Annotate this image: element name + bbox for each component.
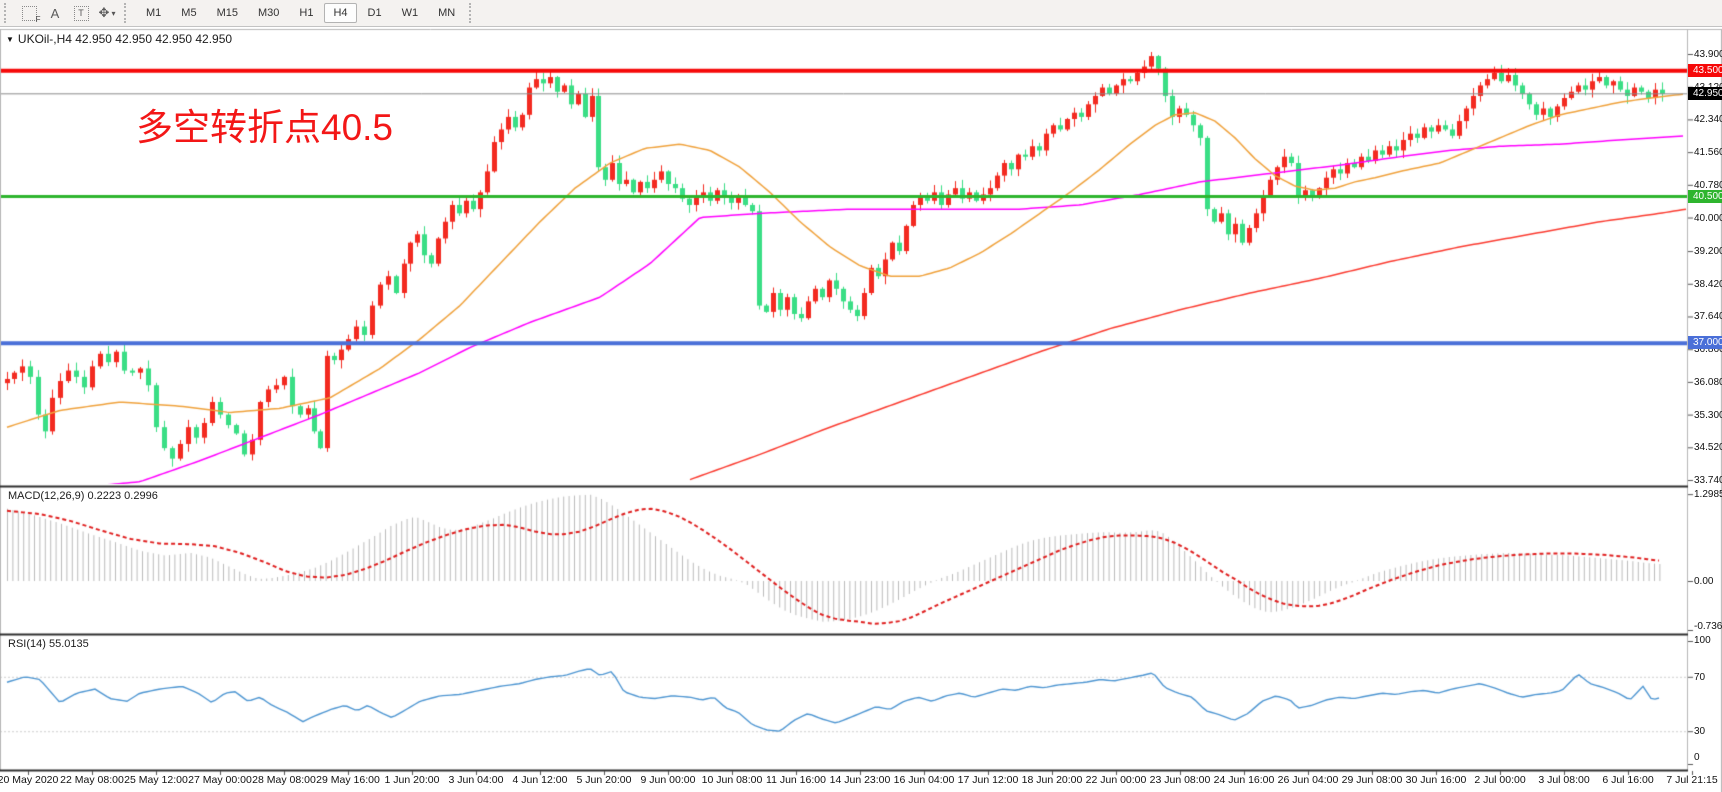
time-tick-label: 27 May 00:00 <box>188 774 252 786</box>
price-tick-label: 35.300 <box>1694 409 1722 421</box>
time-tick-label: 3 Jun 04:00 <box>448 774 504 786</box>
time-tick-label: 22 May 08:00 <box>60 774 124 786</box>
text-label-icon[interactable]: T <box>70 2 92 24</box>
timeframe-button-mn[interactable]: MN <box>438 7 456 19</box>
toolbar: F A T ✥ ▾ M1 M5 M15 M30 H1 H4 D1 W1 MN <box>0 0 1722 27</box>
time-tick-label: 22 Jun 00:00 <box>1085 774 1147 786</box>
toolbar-grip-2[interactable] <box>124 3 130 23</box>
price-tick-label: 37.640 <box>1694 311 1722 323</box>
timeframe-button-m30[interactable]: M30 <box>257 7 280 19</box>
fibonacci-icon[interactable]: F <box>18 2 41 24</box>
price-tick-label: 41.560 <box>1694 147 1722 159</box>
text-icon[interactable]: A <box>50 5 60 21</box>
time-tick-label: 2 Jul 00:00 <box>1474 774 1526 786</box>
price-level-label-40.500: 40.500 <box>1688 189 1722 203</box>
time-axis[interactable]: 20 May 2020 22 May 08:00 25 May 12:00 27 Ma… <box>0 772 1722 792</box>
rsi-axis-label: 0 <box>1694 752 1700 763</box>
price-tick-label: 40.780 <box>1694 179 1722 191</box>
time-tick-label: 30 Jun 16:00 <box>1405 774 1467 786</box>
time-tick-label: 4 Jun 12:00 <box>512 774 568 786</box>
macd-axis-label: -0.7362 <box>1694 621 1722 632</box>
price-level-label-37.000: 37.000 <box>1688 336 1722 350</box>
timeframe-button-d1[interactable]: D1 <box>367 7 382 19</box>
price-tick-label: 33.740 <box>1694 475 1722 486</box>
fibonacci-icon-glyph: F <box>21 5 41 24</box>
timeframe-button-w1[interactable]: W1 <box>401 7 419 19</box>
time-tick-label: 20 May 2020 <box>0 774 59 786</box>
time-tick-label: 16 Jun 04:00 <box>893 774 955 786</box>
rsi-axis-label: 100 <box>1694 635 1711 646</box>
rsi-axis-label: 70 <box>1694 671 1706 683</box>
timeframe-buttons: M1 M5 M15 M30 H1 H4 D1 W1 MN <box>136 3 465 23</box>
toolbar-grip-3[interactable] <box>469 3 475 23</box>
price-tick-label: 36.860 <box>1694 344 1722 356</box>
timeframe-button-h1[interactable]: H1 <box>299 7 314 19</box>
macd-axis-label: 0.00 <box>1694 576 1714 587</box>
time-tick-label: 17 Jun 12:00 <box>957 774 1019 786</box>
time-tick-label: 26 Jun 04:00 <box>1277 774 1339 786</box>
time-tick-label: 23 Jun 08:00 <box>1149 774 1211 786</box>
time-tick-label: 11 Jun 16:00 <box>766 774 826 786</box>
time-tick-label: 28 May 08:00 <box>252 774 316 786</box>
time-tick-label: 25 May 12:00 <box>124 774 188 786</box>
price-tick-label: 43.900 <box>1694 49 1722 60</box>
time-tick-label: 1 Jun 20:00 <box>384 774 440 786</box>
price-tick-label: 42.340 <box>1694 114 1722 126</box>
time-tick-label: 29 May 16:00 <box>316 774 380 786</box>
timeframe-button-m15[interactable]: M15 <box>216 7 238 19</box>
price-tick-label: 38.420 <box>1694 278 1722 290</box>
price-level-label-42.950: 42.950 <box>1688 86 1722 100</box>
time-tick-label: 3 Jul 08:00 <box>1538 774 1590 786</box>
time-tick-label: 6 Jul 16:00 <box>1602 774 1654 786</box>
price-tick-label: 40.000 <box>1694 212 1722 224</box>
timeframe-button-m1[interactable]: M1 <box>146 7 162 19</box>
toolbar-grip[interactable] <box>4 3 10 23</box>
macd-axis-label: 1.2985 <box>1694 489 1722 501</box>
time-tick-label: 24 Jun 16:00 <box>1213 774 1275 786</box>
time-tick-label: 7 Jul 21:15 <box>1666 774 1718 786</box>
timeframe-button-m5[interactable]: M5 <box>181 7 197 19</box>
price-tick-label: 36.080 <box>1694 376 1722 388</box>
text-label-icon-glyph: T <box>73 5 89 21</box>
price-tick-label: 39.200 <box>1694 246 1722 258</box>
time-tick-label: 18 Jun 20:00 <box>1021 774 1083 786</box>
timeframe-button-h4[interactable]: H4 <box>324 3 357 23</box>
dropdown-caret-icon[interactable]: ▾ <box>111 8 116 18</box>
price-axis[interactable]: 43.90043.12042.34041.56040.78040.00039.2… <box>1688 27 1722 771</box>
price-tick-label: 34.520 <box>1694 442 1722 454</box>
rsi-axis-label: 30 <box>1694 726 1706 738</box>
time-tick-label: 5 Jun 20:00 <box>576 774 632 786</box>
arrows-icon[interactable]: ✥ ▾ <box>98 5 116 20</box>
time-tick-label: 29 Jun 08:00 <box>1341 774 1403 786</box>
time-tick-label: 14 Jun 23:00 <box>829 774 891 786</box>
time-tick-label: 9 Jun 00:00 <box>640 774 696 786</box>
time-tick-label: 10 Jun 08:00 <box>701 774 763 786</box>
price-level-label-43.500: 43.500 <box>1688 63 1722 77</box>
drawing-tools: F A T ✥ ▾ <box>16 2 120 24</box>
